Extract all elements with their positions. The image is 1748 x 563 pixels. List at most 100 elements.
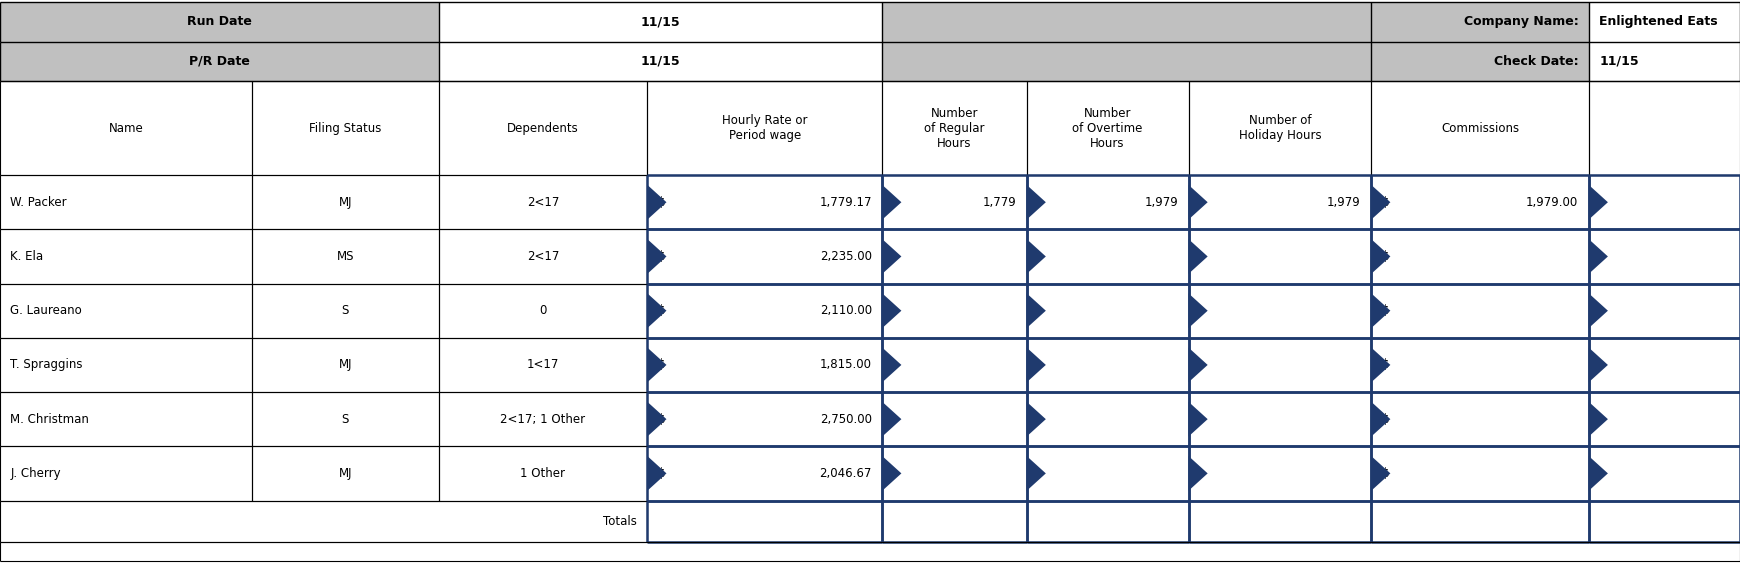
Bar <box>439 42 881 81</box>
Polygon shape <box>881 239 900 274</box>
Polygon shape <box>1026 239 1045 274</box>
Bar <box>0 338 1739 392</box>
Text: $: $ <box>657 413 664 426</box>
Polygon shape <box>1370 185 1390 220</box>
Polygon shape <box>1189 456 1206 491</box>
Polygon shape <box>1587 185 1606 220</box>
Bar <box>881 42 1370 81</box>
Text: $: $ <box>1381 359 1388 372</box>
Text: 1,979: 1,979 <box>1143 196 1178 209</box>
Bar <box>0 229 1739 284</box>
Text: MS: MS <box>336 250 355 263</box>
Text: 1,979: 1,979 <box>1327 196 1360 209</box>
Polygon shape <box>1189 239 1206 274</box>
Bar <box>0 284 1739 338</box>
Polygon shape <box>1026 293 1045 328</box>
Text: Number of
Holiday Hours: Number of Holiday Hours <box>1238 114 1320 142</box>
Text: $: $ <box>657 467 664 480</box>
Text: $: $ <box>657 196 664 209</box>
Polygon shape <box>1587 293 1606 328</box>
Text: Check Date:: Check Date: <box>1493 55 1577 68</box>
Text: 1 Other: 1 Other <box>521 467 565 480</box>
Text: $: $ <box>1381 196 1388 209</box>
Polygon shape <box>1587 456 1606 491</box>
Polygon shape <box>1370 293 1390 328</box>
Text: 2,110.00: 2,110.00 <box>820 304 871 317</box>
Bar <box>0 446 1739 501</box>
Polygon shape <box>1587 402 1606 436</box>
Text: 1,815.00: 1,815.00 <box>820 359 871 372</box>
Bar <box>0 2 439 42</box>
Text: J. Cherry: J. Cherry <box>10 467 61 480</box>
Polygon shape <box>647 347 666 382</box>
Text: 1,779: 1,779 <box>982 196 1016 209</box>
Polygon shape <box>1189 347 1206 382</box>
Text: 2<17: 2<17 <box>526 196 559 209</box>
Polygon shape <box>881 456 900 491</box>
Text: K. Ela: K. Ela <box>10 250 44 263</box>
Text: 1,979.00: 1,979.00 <box>1526 196 1577 209</box>
Text: 11/15: 11/15 <box>640 15 680 28</box>
Bar <box>0 42 439 81</box>
Text: $: $ <box>657 359 664 372</box>
Polygon shape <box>1026 456 1045 491</box>
Polygon shape <box>1370 239 1390 274</box>
Text: Company Name:: Company Name: <box>1463 15 1577 28</box>
Text: Number
of Regular
Hours: Number of Regular Hours <box>923 107 984 150</box>
Text: S: S <box>341 304 350 317</box>
Polygon shape <box>647 293 666 328</box>
Bar <box>1587 42 1739 81</box>
Polygon shape <box>647 239 666 274</box>
Bar <box>1370 2 1587 42</box>
Bar <box>0 175 1739 229</box>
Text: Dependents: Dependents <box>507 122 579 135</box>
Bar <box>1370 42 1587 81</box>
Text: $: $ <box>1381 250 1388 263</box>
Text: Hourly Rate or
Period wage: Hourly Rate or Period wage <box>722 114 808 142</box>
Bar <box>1587 2 1739 42</box>
Text: Commissions: Commissions <box>1440 122 1519 135</box>
Text: 2,235.00: 2,235.00 <box>820 250 871 263</box>
Polygon shape <box>1587 347 1606 382</box>
Text: T. Spraggins: T. Spraggins <box>10 359 82 372</box>
Polygon shape <box>1189 293 1206 328</box>
Polygon shape <box>647 456 666 491</box>
Polygon shape <box>647 185 666 220</box>
Polygon shape <box>881 402 900 436</box>
Text: G. Laureano: G. Laureano <box>10 304 82 317</box>
Polygon shape <box>1370 347 1390 382</box>
Text: MJ: MJ <box>339 359 351 372</box>
Polygon shape <box>1189 402 1206 436</box>
Polygon shape <box>1026 347 1045 382</box>
Text: P/R Date: P/R Date <box>189 55 250 68</box>
Bar <box>0 392 1739 446</box>
Text: Totals: Totals <box>603 515 636 528</box>
Text: $: $ <box>1381 304 1388 317</box>
Text: 2<17: 2<17 <box>526 250 559 263</box>
Bar <box>881 2 1370 42</box>
Text: Filing Status: Filing Status <box>309 122 381 135</box>
Text: 1<17: 1<17 <box>526 359 559 372</box>
Text: Name: Name <box>108 122 143 135</box>
Text: W. Packer: W. Packer <box>10 196 66 209</box>
Polygon shape <box>881 185 900 220</box>
Text: 11/15: 11/15 <box>640 55 680 68</box>
Polygon shape <box>1026 185 1045 220</box>
Text: 2<17; 1 Other: 2<17; 1 Other <box>500 413 586 426</box>
Text: MJ: MJ <box>339 196 351 209</box>
Polygon shape <box>1370 402 1390 436</box>
Text: M. Christman: M. Christman <box>10 413 89 426</box>
Polygon shape <box>1026 402 1045 436</box>
Text: $: $ <box>1381 413 1388 426</box>
Text: Run Date: Run Date <box>187 15 252 28</box>
Polygon shape <box>881 347 900 382</box>
Text: 2,046.67: 2,046.67 <box>820 467 871 480</box>
Text: 2,750.00: 2,750.00 <box>820 413 871 426</box>
Bar <box>0 542 1739 561</box>
Bar <box>439 2 881 42</box>
Text: MJ: MJ <box>339 467 351 480</box>
Polygon shape <box>647 402 666 436</box>
Bar <box>0 81 1739 175</box>
Polygon shape <box>881 293 900 328</box>
Text: 11/15: 11/15 <box>1598 55 1638 68</box>
